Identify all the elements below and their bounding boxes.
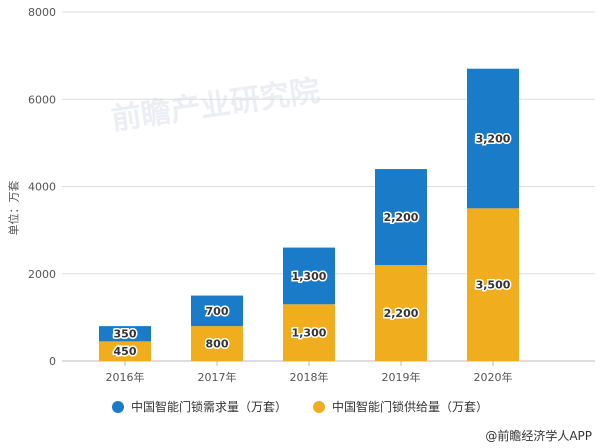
legend: 中国智能门锁需求量（万套） 中国智能门锁供给量（万套） (0, 398, 600, 415)
bar-supply (375, 265, 427, 361)
x-tick-label: 2017年 (198, 370, 237, 384)
data-label: 2,200 (384, 307, 419, 320)
x-tick-label: 2019年 (382, 370, 421, 384)
data-label: 1,300 (292, 270, 327, 283)
y-tick-label: 0 (49, 355, 56, 368)
legend-label-supply: 中国智能门锁供给量（万套） (332, 400, 489, 414)
y-axis-label: 单位：万套 (7, 180, 21, 236)
data-label: 450 (114, 345, 137, 358)
credit: @前瞻经济学人APP (485, 429, 592, 443)
bar-supply (191, 326, 243, 361)
bar-supply (467, 208, 519, 361)
legend-label-demand: 中国智能门锁需求量（万套） (130, 400, 287, 414)
data-label: 800 (206, 338, 229, 351)
bar-demand (191, 295, 243, 327)
x-tick-label: 2020年 (474, 370, 513, 384)
legend-swatch-demand (111, 400, 124, 413)
legend-item-demand[interactable]: 中国智能门锁需求量（万套） (111, 398, 287, 415)
data-label: 3,200 (476, 133, 511, 146)
y-tick-label: 4000 (28, 181, 56, 194)
x-tick-label: 2018年 (290, 370, 329, 384)
bar-demand (375, 169, 427, 266)
bar-demand (467, 68, 519, 209)
bar-supply (283, 304, 335, 361)
data-label: 3,500 (476, 279, 511, 292)
data-label: 350 (114, 328, 137, 341)
bar-supply (99, 341, 151, 361)
x-tick-label: 2016年 (106, 370, 145, 384)
y-tick-label: 8000 (28, 6, 56, 19)
data-label: 2,200 (384, 211, 419, 224)
data-label: 700 (206, 305, 229, 318)
legend-swatch-supply (313, 400, 325, 413)
bar-demand (99, 326, 151, 342)
bar-demand (283, 247, 335, 305)
y-tick-label: 6000 (28, 93, 56, 106)
y-tick-label: 2000 (28, 268, 56, 281)
legend-item-supply[interactable]: 中国智能门锁供给量（万套） (313, 398, 488, 415)
data-label: 1,300 (292, 327, 327, 340)
